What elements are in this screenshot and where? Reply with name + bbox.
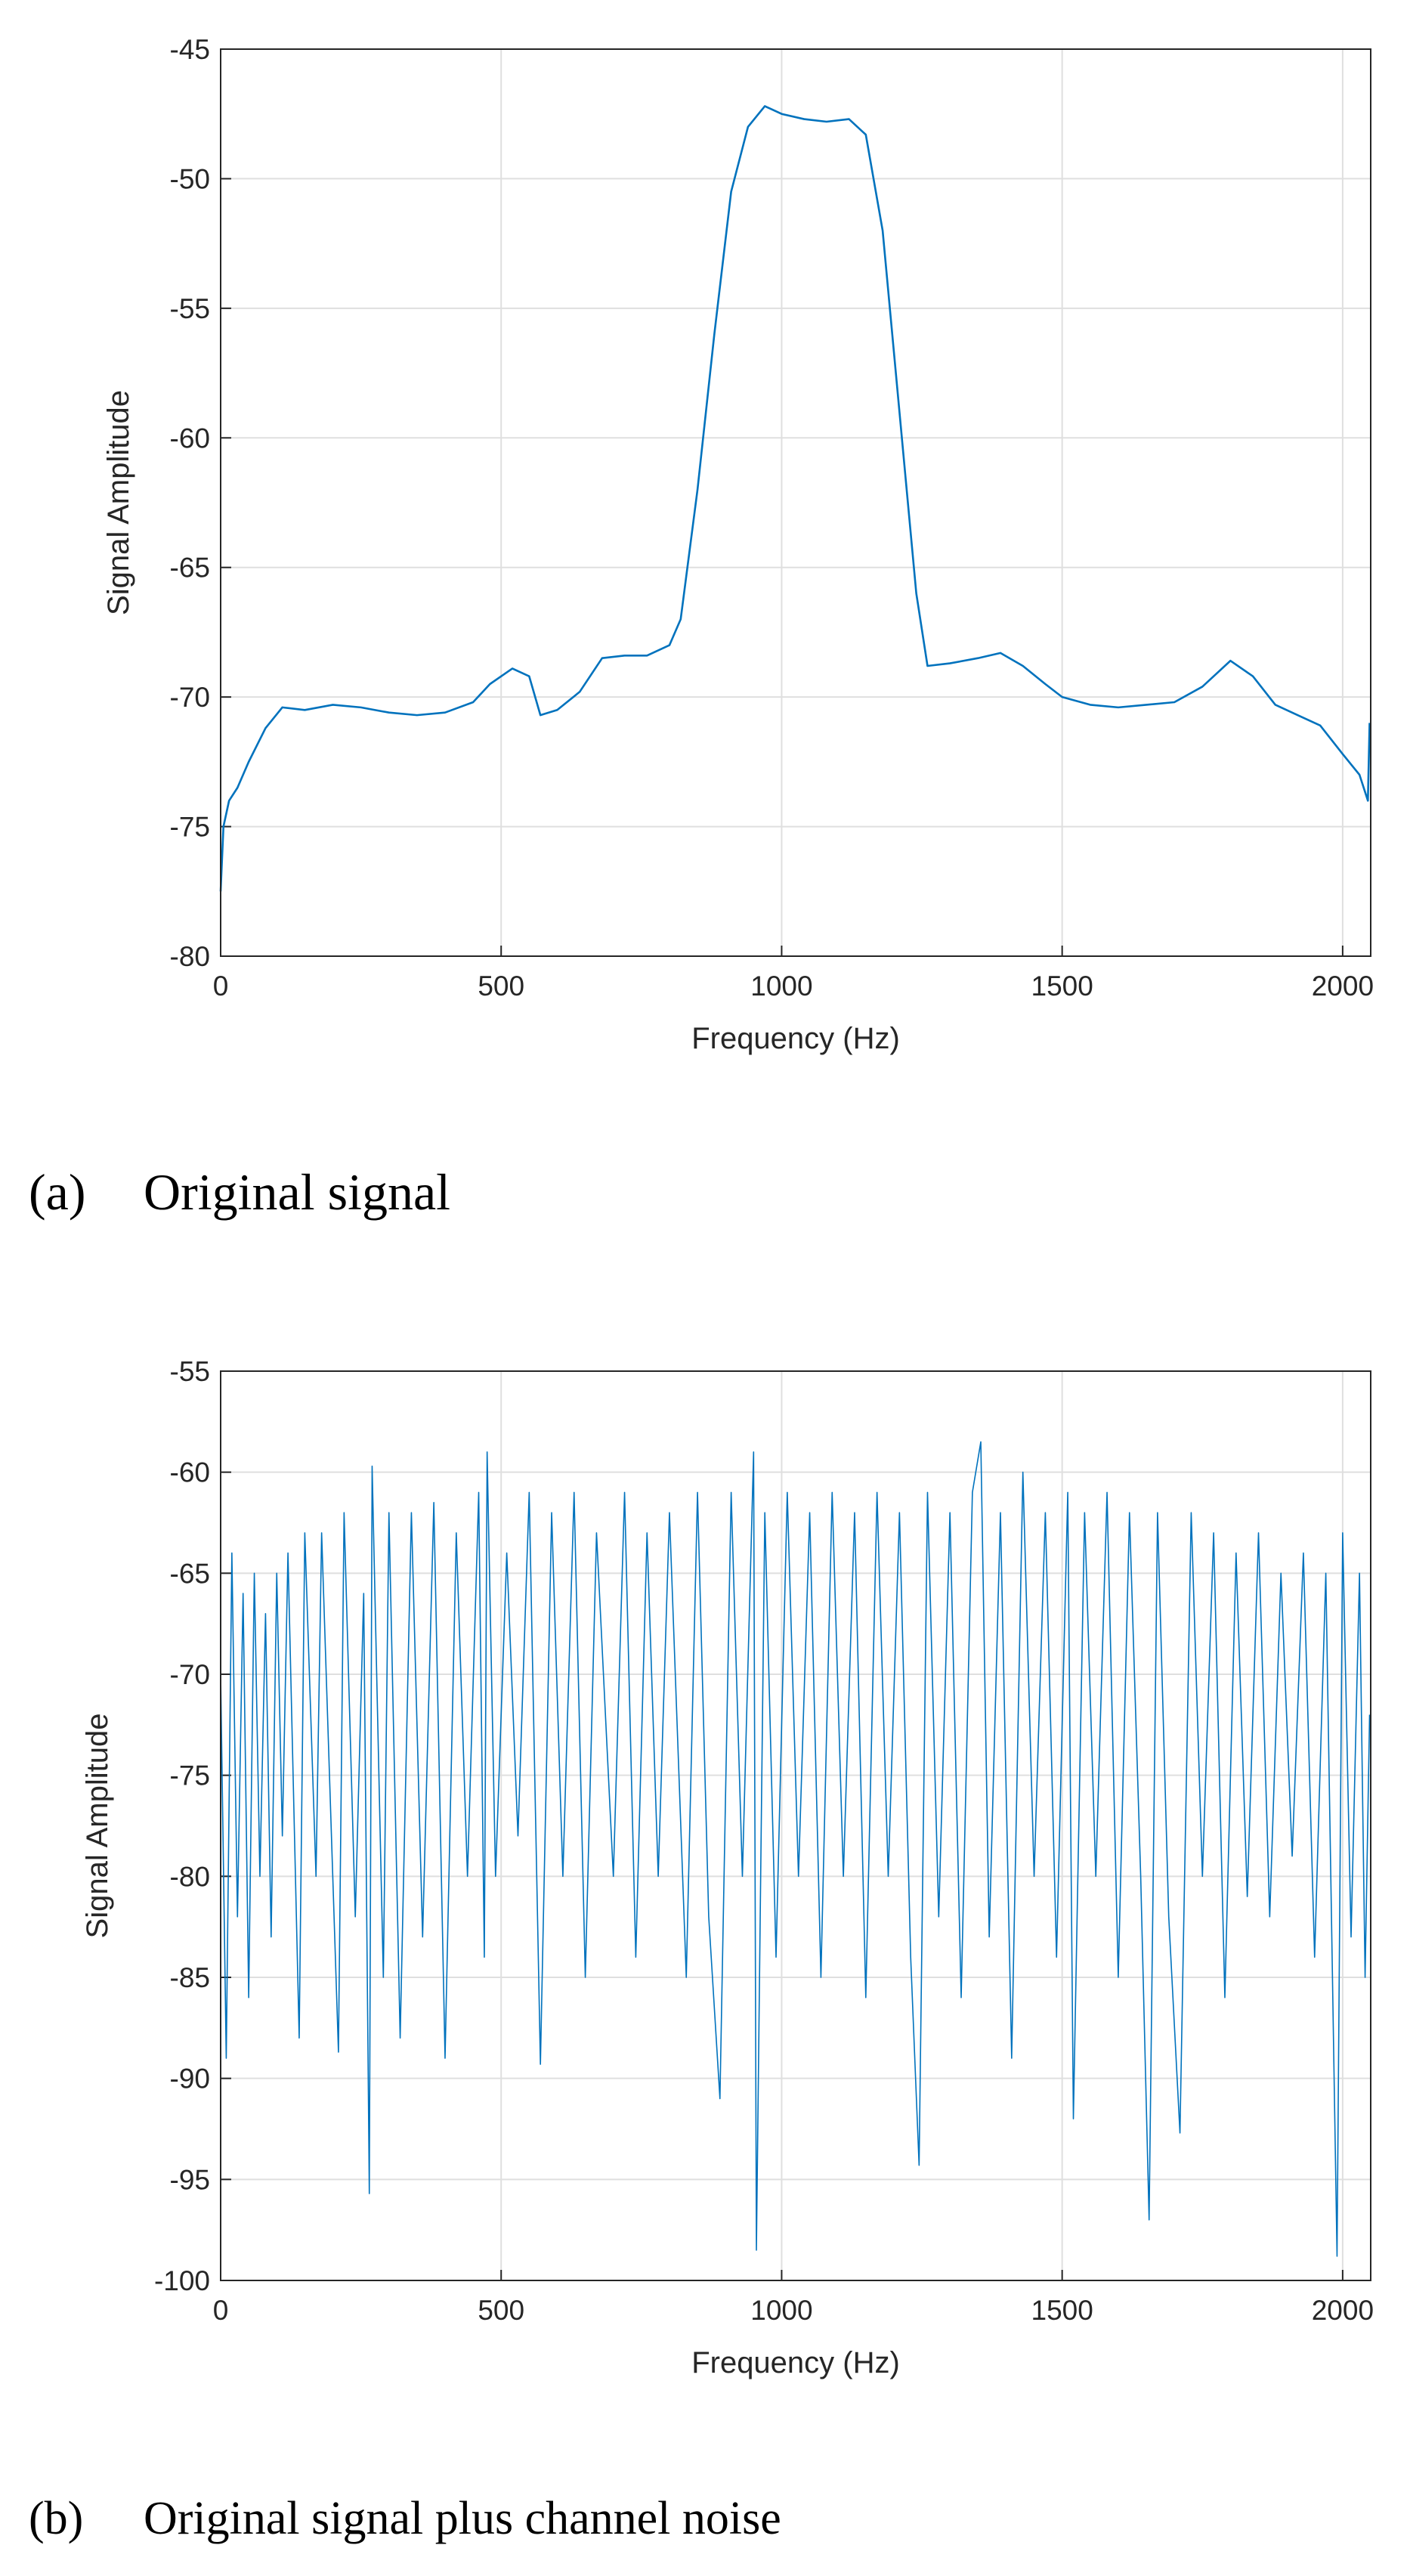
x-tick-label: 1000 <box>750 2295 812 2326</box>
plot-frame <box>220 1370 1371 2281</box>
y-tick-label: -85 <box>170 1962 210 1993</box>
caption: Original signal plus channel noise <box>144 2493 781 2544</box>
x-tick-label: 2000 <box>1312 971 1374 1002</box>
x-tick-label: 1500 <box>1031 971 1093 1002</box>
x-tick-label: 0 <box>213 971 229 1002</box>
y-tick-label: -45 <box>170 34 210 65</box>
x-tick-label: 2000 <box>1312 2295 1374 2326</box>
y-tick-label: -95 <box>170 2164 210 2195</box>
y-tick-label: -80 <box>170 941 210 972</box>
x-tick-label: 500 <box>478 2295 524 2326</box>
x-tick-label: 1000 <box>750 971 812 1002</box>
x-axis-label: Frequency (Hz) <box>691 2346 900 2379</box>
y-tick-label: -65 <box>170 1558 210 1589</box>
y-tick-label: -50 <box>170 163 210 194</box>
y-tick-label: -55 <box>170 1356 210 1387</box>
y-axis-label: Signal Amplitude <box>102 390 135 615</box>
y-tick-label: -65 <box>170 553 210 584</box>
y-tick-label: -60 <box>170 1457 210 1488</box>
x-tick-label: 0 <box>213 2295 229 2326</box>
data-line <box>220 1441 1371 2257</box>
y-tick-label: -70 <box>170 682 210 713</box>
x-tick-label: 500 <box>478 971 524 1002</box>
caption: Original signal <box>144 1163 450 1221</box>
y-tick-label: -100 <box>154 2265 210 2296</box>
x-axis-label: Frequency (Hz) <box>691 1022 900 1055</box>
plot-area <box>221 49 1371 956</box>
plot-frame <box>220 48 1371 957</box>
x-tick-label: 1500 <box>1031 2295 1093 2326</box>
caption-label: (b) <box>29 2493 83 2544</box>
y-tick-label: -70 <box>170 1659 210 1690</box>
y-tick-label: -75 <box>170 1760 210 1791</box>
caption-label: (a) <box>29 1163 85 1221</box>
y-tick-label: -55 <box>170 293 210 324</box>
y-tick-label: -60 <box>170 423 210 454</box>
y-tick-label: -75 <box>170 812 210 843</box>
data-line <box>219 105 1371 892</box>
y-tick-label: -80 <box>170 1861 210 1892</box>
plot-area <box>221 1371 1371 2280</box>
y-axis-label: Signal Amplitude <box>81 1714 114 1939</box>
y-tick-label: -90 <box>170 2064 210 2095</box>
